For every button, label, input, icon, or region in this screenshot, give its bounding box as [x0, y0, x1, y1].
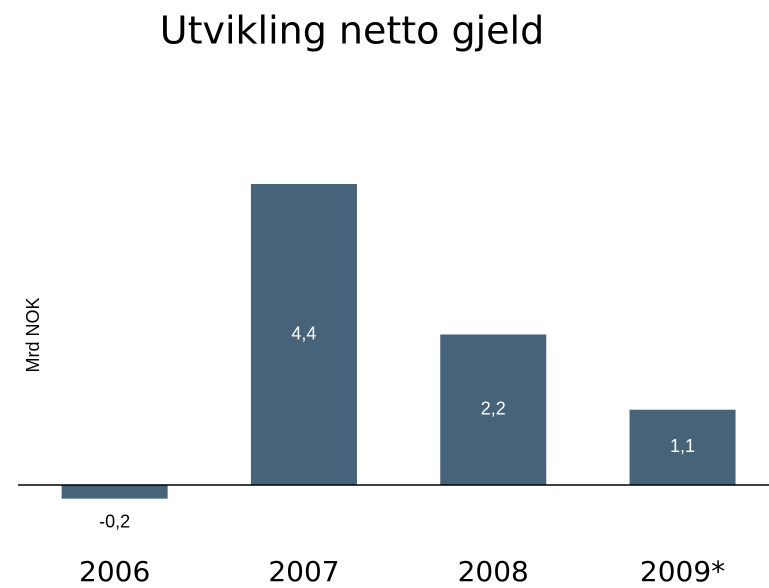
value-label: 4,4 — [291, 323, 316, 343]
bar — [629, 409, 736, 485]
value-label: 2,2 — [481, 398, 506, 418]
y-axis-label: Mrd NOK — [23, 297, 43, 372]
x-tick-label: 2009* — [640, 555, 725, 588]
value-label: 1,1 — [670, 436, 695, 456]
value-label: -0,2 — [99, 511, 130, 531]
bar — [250, 184, 357, 485]
x-tick-label: 2006 — [79, 555, 150, 588]
x-tick-label: 2007 — [268, 555, 339, 588]
chart-title: Utvikling netto gjeld — [160, 9, 545, 53]
bar — [440, 334, 547, 485]
bar — [61, 484, 168, 499]
x-tick-label: 2008 — [458, 555, 529, 588]
